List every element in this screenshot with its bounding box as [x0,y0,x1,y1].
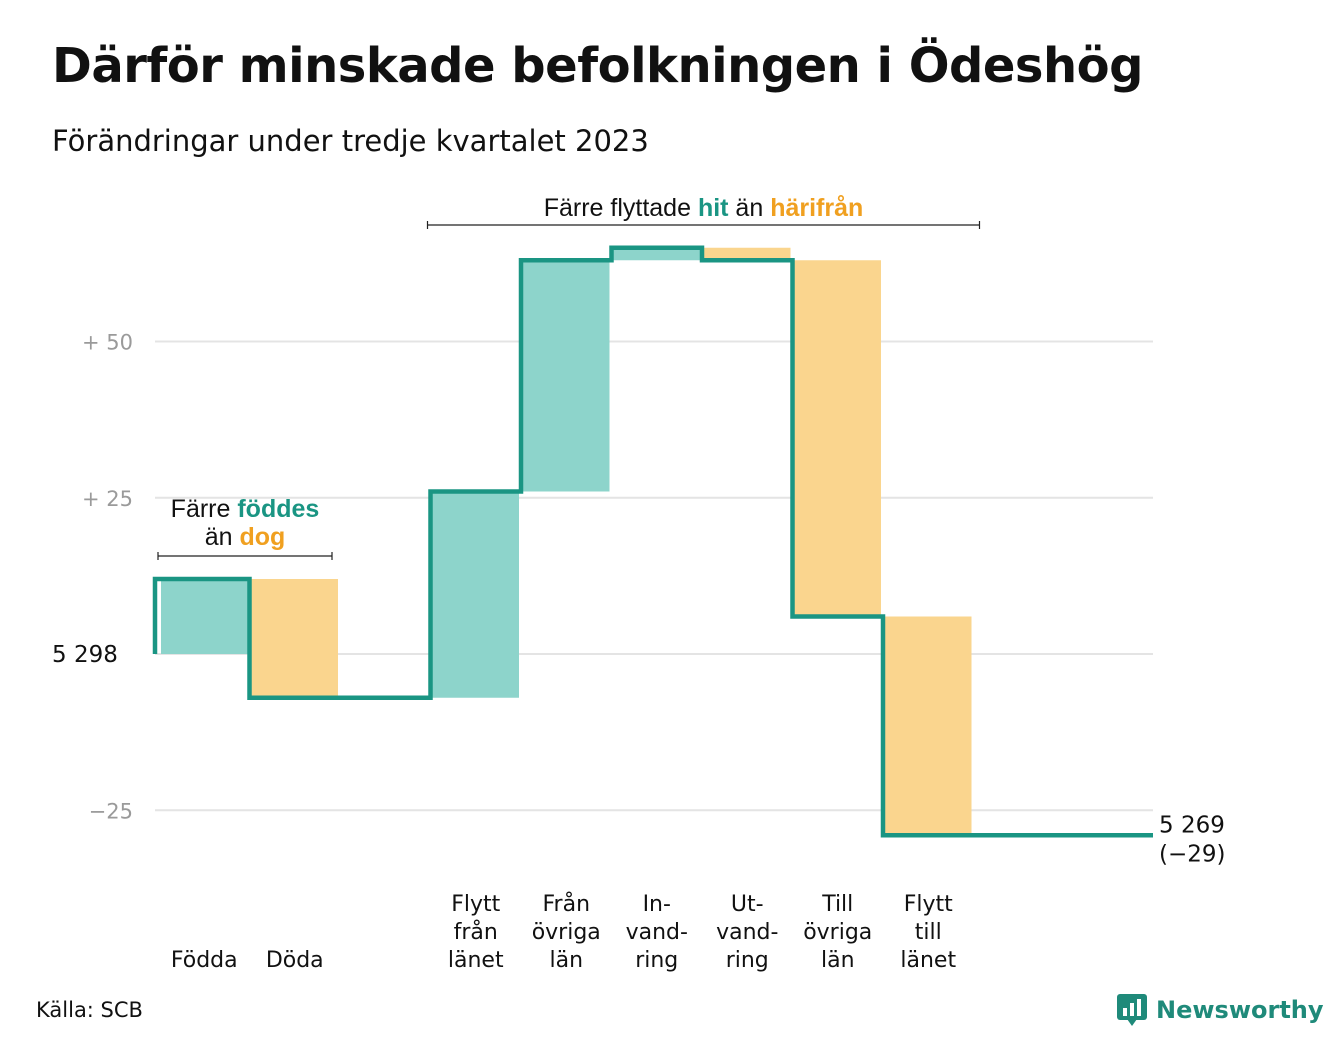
category-label-till_ovriga_lan-0: Till [821,892,853,917]
cumulative-step-line [152,245,1153,838]
y-tick-label-1: + 25 [82,487,133,511]
bar-doda [251,579,338,698]
annotation-births-line1-part-1: föddes [237,495,319,523]
category-label-utvandring-0: Ut- [731,892,764,917]
annotation-moves-part-3: härifrån [770,194,863,222]
category-label-fran_ovriga_lan-2: län [549,948,583,973]
category-label-invandring-1: vand- [626,920,688,945]
bar-flytt_till_lanet [885,616,972,836]
category-label-flytt_till_lanet-0: Flytt [904,892,953,917]
category-label-flytt_fran_lanet-1: från [454,919,498,945]
start-value-label: 5 298 [52,642,118,668]
bar-flytt_fran_lanet [432,491,519,698]
y-tick-label-2: −25 [89,799,133,823]
bar-invandring [613,247,700,261]
annotation-births-line1-part-0: Färre [171,495,238,523]
bar-fodda [161,579,248,654]
annotation-moves-part-1: hit [698,194,729,222]
category-label-utvandring-1: vand- [716,920,778,945]
end-change-label: (−29) [1159,841,1225,867]
category-label-invandring-2: ring [635,948,678,973]
annotation-moves: Färre flyttade hit än härifrån [544,194,864,222]
category-label-invandring-0: In- [643,892,671,917]
annotation-moves-part-0: Färre flyttade [544,194,698,222]
y-tick-label-0: + 50 [82,331,133,355]
bar-utvandring [704,247,791,261]
bar-till_ovriga_lan [794,260,881,617]
annotation-births-line2-part-1: dog [239,523,285,551]
category-label-till_ovriga_lan-1: övriga [803,920,872,945]
category-label-doda-0: Döda [266,948,324,973]
brand-name: Newsworthy [1156,996,1324,1024]
brand-logo: Newsworthy [1116,993,1324,1027]
category-label-utvandring-2: ring [726,948,769,973]
annotation-moves-part-2: än [728,194,770,222]
source-note: Källa: SCB [36,998,143,1022]
bar-fran_ovriga_lan [523,260,610,492]
category-label-fran_ovriga_lan-1: övriga [532,920,601,945]
category-label-flytt_till_lanet-2: länet [900,948,956,973]
end-value-label: 5 269 [1159,812,1225,838]
category-label-flytt_till_lanet-1: till [915,920,942,945]
category-label-flytt_fran_lanet-0: Flytt [451,892,500,917]
annotation-births-line2-part-0: än [205,523,240,551]
category-label-flytt_fran_lanet-2: länet [448,948,504,973]
category-label-fodda-0: Födda [171,948,238,973]
annotation-births-line2: än dog [205,523,286,551]
page-subtitle: Förändringar under tredje kvartalet 2023 [52,124,649,158]
category-label-fran_ovriga_lan-0: Från [542,891,590,917]
annotation-births-line1: Färre föddes [171,495,320,523]
category-label-till_ovriga_lan-2: län [821,948,855,973]
page-title: Därför minskade befolkningen i Ödeshög [52,38,1144,94]
chart-bubble-icon [1117,994,1147,1026]
